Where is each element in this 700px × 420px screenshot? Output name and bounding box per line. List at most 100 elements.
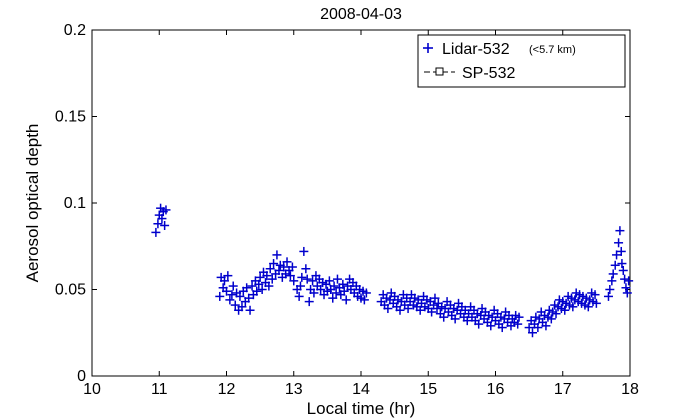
legend-box: [417, 34, 626, 88]
x-axis-label: Local time (hr): [307, 399, 416, 418]
data-point: [299, 246, 309, 256]
data-point: [230, 300, 240, 310]
data-point: [287, 262, 297, 272]
data-point: [237, 302, 247, 312]
data-point: [225, 295, 235, 305]
data-point: [474, 319, 484, 329]
data-point: [541, 321, 551, 331]
data-point: [546, 314, 556, 324]
data-point: [620, 274, 630, 284]
x-tick-label: 12: [218, 381, 236, 398]
x-tick-label: 14: [352, 381, 370, 398]
data-point: [527, 328, 537, 338]
data-point: [403, 304, 413, 314]
y-tick-label: 0: [77, 368, 86, 385]
x-tick-label: 13: [285, 381, 303, 398]
data-point: [279, 262, 289, 272]
y-tick-label: 0.2: [64, 22, 86, 39]
data-point: [432, 304, 442, 314]
data-point: [301, 264, 311, 274]
data-point: [427, 307, 437, 317]
data-point: [439, 312, 449, 322]
data-point: [615, 226, 625, 236]
data-point: [252, 286, 262, 296]
data-point: [153, 219, 163, 229]
data-point: [157, 214, 167, 224]
legend-entry-sp-532: SP-532: [462, 65, 515, 82]
data-point: [262, 271, 272, 281]
data-point: [607, 276, 617, 286]
data-point: [289, 276, 299, 286]
data-point: [272, 250, 282, 260]
data-point: [235, 291, 245, 301]
legend: Lidar-532 (<5.7 km) SP-532: [417, 34, 626, 88]
y-tick-label: 0.1: [64, 195, 86, 212]
data-point: [264, 281, 274, 291]
data-point: [514, 312, 524, 322]
data-point: [223, 271, 233, 281]
data-point: [254, 279, 264, 289]
legend-marker-square-line-icon: [424, 67, 455, 76]
x-tick-label: 10: [83, 381, 101, 398]
data-point: [462, 316, 472, 326]
data-point: [308, 276, 318, 286]
data-point: [395, 305, 405, 315]
data-point: [265, 264, 275, 274]
data-point: [255, 272, 265, 282]
data-point: [624, 276, 634, 286]
data-point: [304, 297, 314, 307]
data-point: [513, 319, 523, 329]
data-point: [302, 274, 312, 284]
data-point: [338, 279, 348, 289]
x-tick-label: 11: [151, 381, 168, 398]
y-tick-label: 0.15: [55, 109, 86, 126]
data-point: [591, 298, 601, 308]
data-point: [332, 274, 342, 284]
data-point: [160, 220, 170, 230]
data-point: [328, 293, 338, 303]
y-axis-label: Aerosol optical depth: [23, 124, 42, 283]
data-point: [560, 305, 570, 315]
data-point: [324, 276, 334, 286]
data-point: [415, 305, 425, 315]
chart-title: 2008-04-03: [320, 6, 402, 23]
data-point: [341, 295, 351, 305]
data-point: [309, 288, 319, 298]
data-point: [450, 314, 460, 324]
data-point: [614, 238, 624, 248]
y-tick-label: 0.05: [55, 282, 86, 299]
data-point: [297, 272, 307, 282]
data-point: [430, 293, 440, 303]
data-point: [222, 286, 231, 296]
x-tick-label: 17: [554, 381, 572, 398]
data-point: [227, 290, 237, 300]
data-point: [622, 288, 632, 298]
x-tick-label: 18: [621, 381, 639, 398]
data-point: [295, 281, 305, 291]
data-point: [551, 309, 561, 319]
data-point: [282, 257, 292, 267]
data-point: [331, 288, 341, 298]
legend-marker-plus-icon: [423, 43, 433, 53]
legend-entry-lidar-532: Lidar-532: [442, 41, 510, 58]
data-point: [316, 285, 326, 294]
data-point: [151, 227, 161, 237]
data-point: [603, 291, 613, 301]
data-point: [329, 281, 339, 291]
data-point: [621, 283, 631, 293]
axis-ticks: 10 11 12 13 14 15 16 17 18 0 0.05 0.1 0.15 0.2: [55, 22, 639, 398]
data-point: [361, 288, 371, 298]
data-point: [285, 271, 295, 281]
data-point: [617, 259, 627, 269]
data-point: [274, 265, 284, 275]
data-point: [269, 259, 279, 269]
data-point: [228, 281, 238, 291]
legend-entry-lidar-532-note: (<5.7 km): [529, 44, 576, 56]
data-point: [294, 291, 304, 301]
data-point: [605, 285, 615, 294]
data-point: [215, 291, 225, 301]
data-point: [242, 283, 252, 293]
data-point: [219, 276, 229, 286]
